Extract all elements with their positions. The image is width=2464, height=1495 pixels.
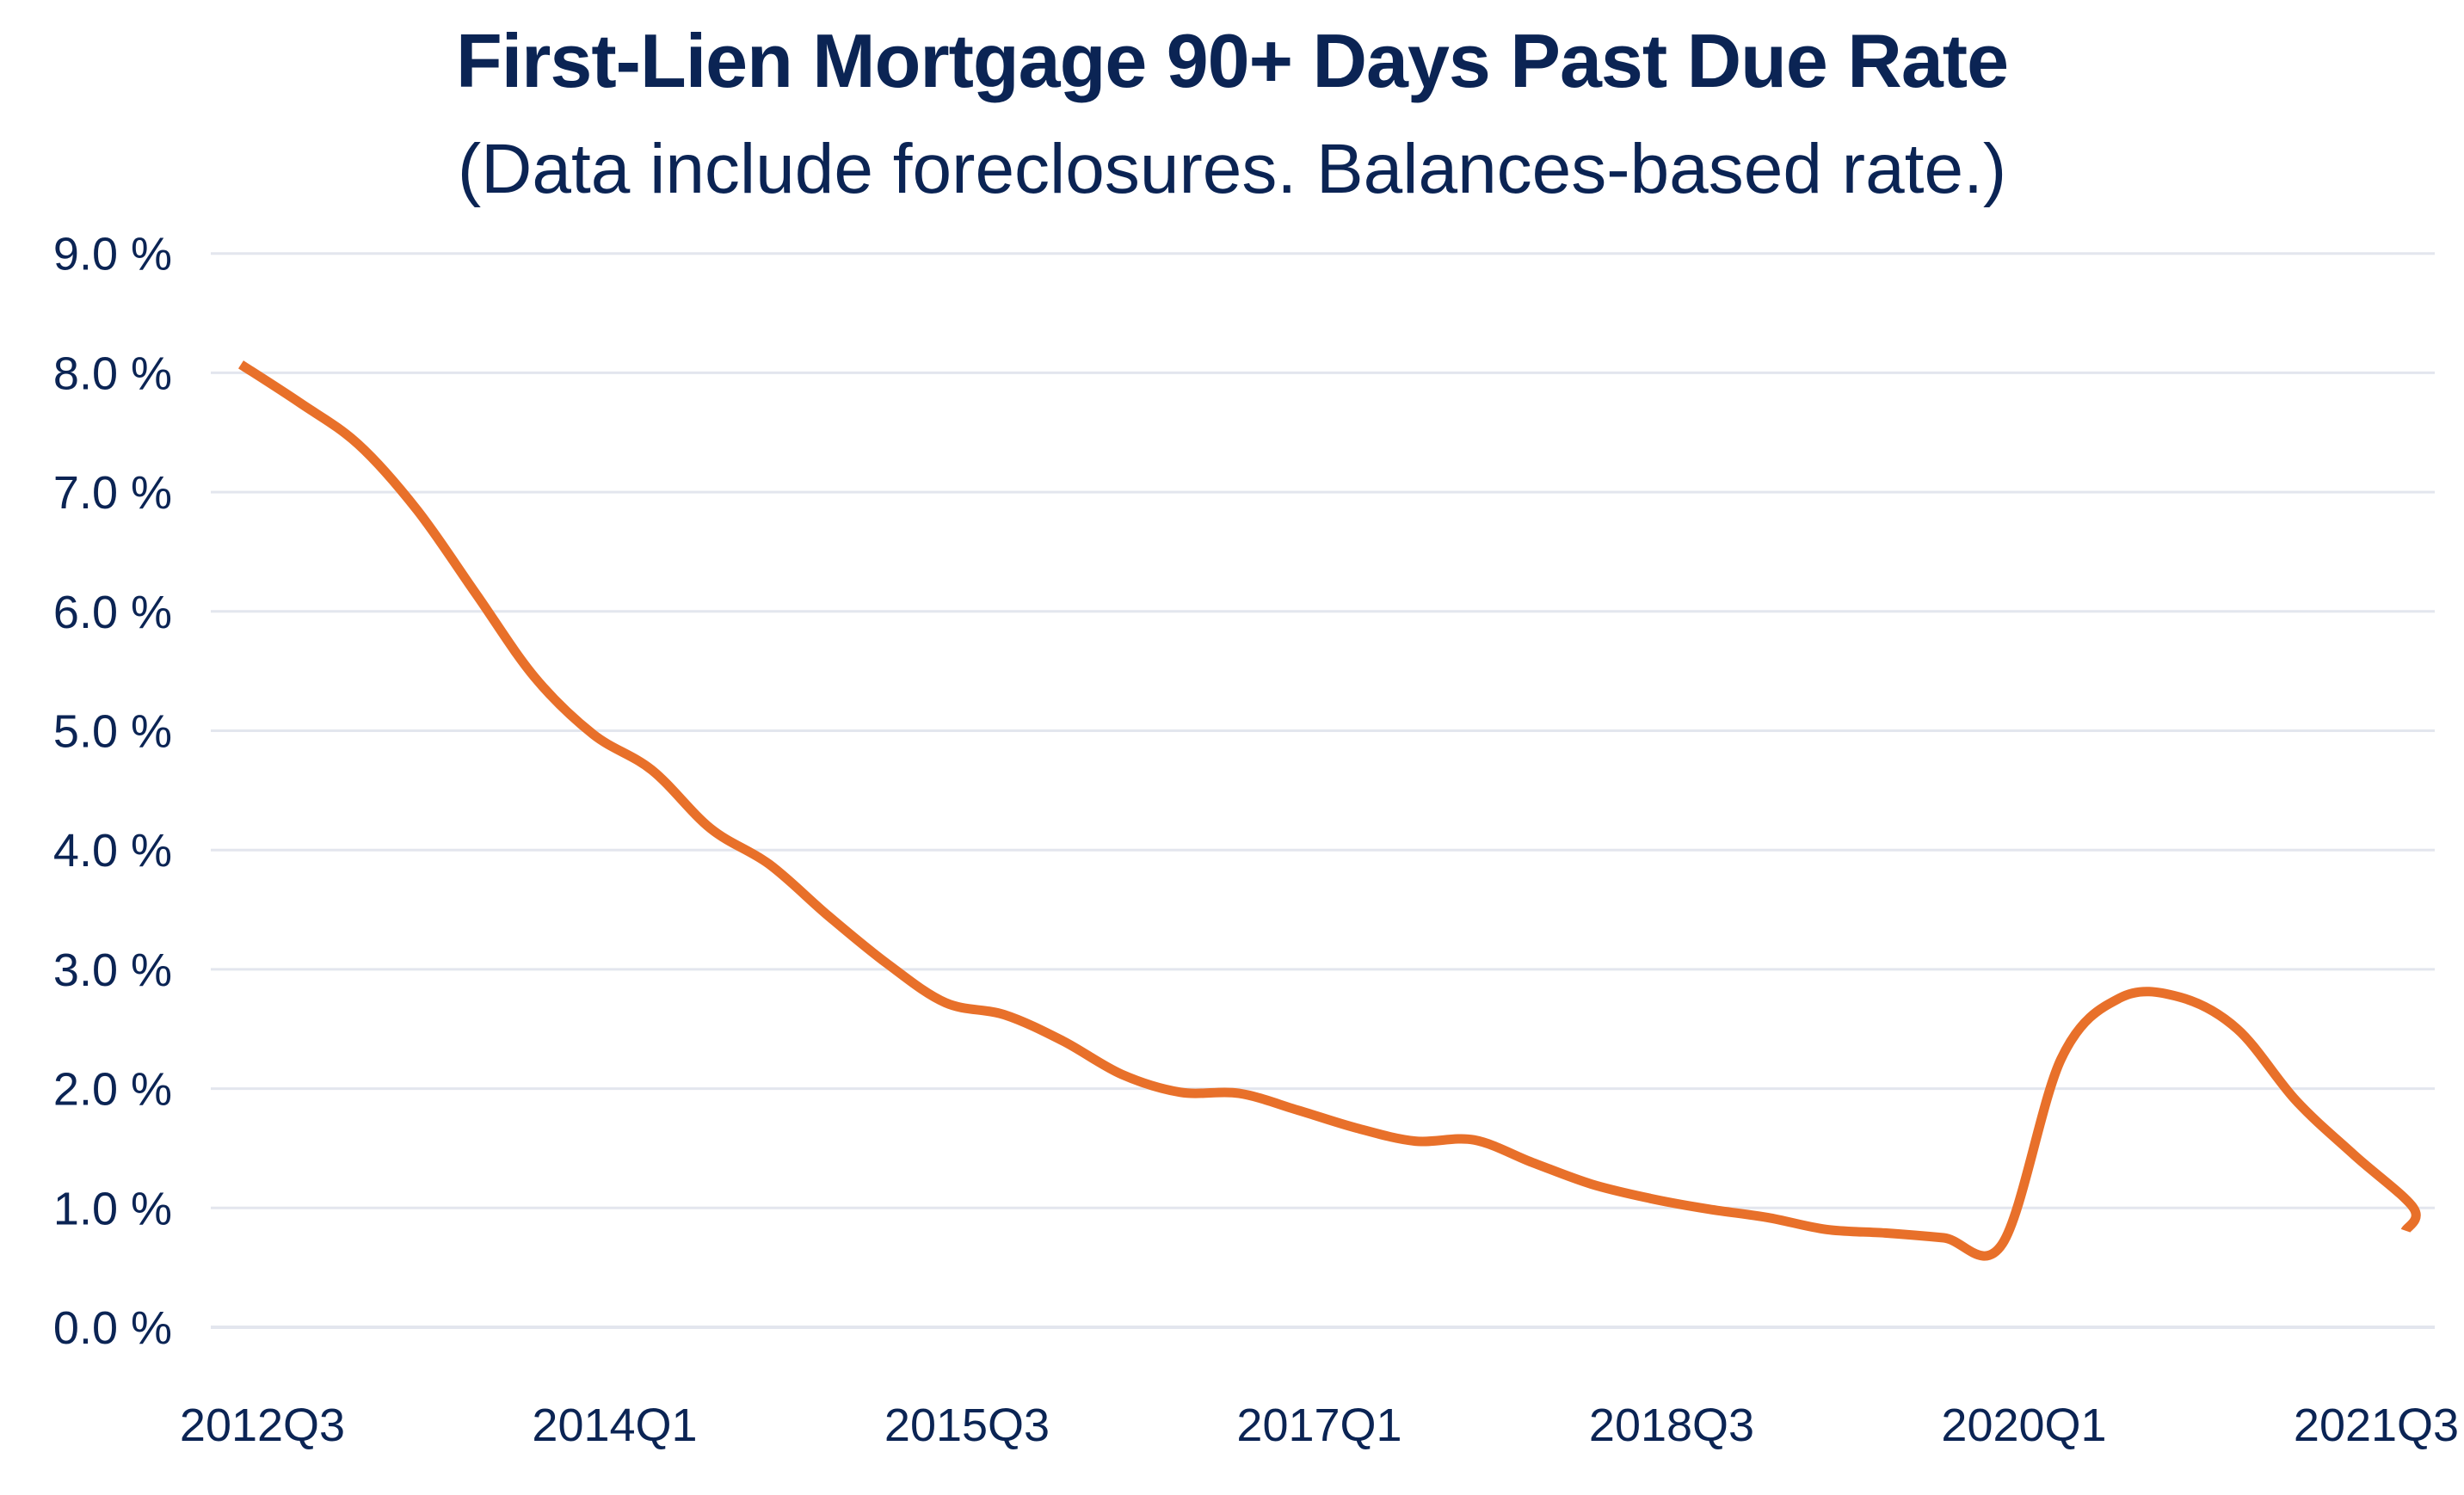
data-point [2408, 1203, 2418, 1213]
data-point [354, 440, 364, 450]
data-point [882, 958, 892, 969]
y-tick-label: 6.0 % [53, 587, 172, 638]
grid-layer [211, 252, 2435, 1329]
x-tick-label: 2017Q1 [1236, 1400, 1401, 1451]
data-point [1586, 1179, 1597, 1190]
data-point [1645, 1193, 1655, 1203]
data-point [1234, 1088, 1244, 1098]
data-point [705, 823, 716, 834]
data-point [529, 672, 539, 682]
x-tick-label: 2018Q3 [1589, 1400, 1754, 1451]
data-point [294, 397, 305, 408]
data-point [1821, 1224, 1832, 1234]
data-point [471, 588, 481, 599]
data-point [1117, 1069, 1127, 1080]
y-tick-label: 2.0 % [53, 1064, 172, 1116]
data-point [1352, 1123, 1362, 1133]
data-point [1469, 1135, 1479, 1145]
data-point [236, 360, 246, 370]
data-point [764, 859, 774, 870]
data-point [1763, 1212, 1773, 1222]
data-point [1293, 1105, 1303, 1116]
chart-subtitle: (Data include foreclosures. Balances-bas… [457, 130, 2007, 208]
y-tick-label: 7.0 % [53, 467, 172, 519]
x-tick-label: 2021Q3 [2294, 1400, 2459, 1451]
x-tick-label: 2020Q1 [1941, 1400, 2106, 1451]
x-tick-label: 2014Q1 [532, 1400, 697, 1451]
data-point [1528, 1158, 1538, 1168]
y-tick-label: 8.0 % [53, 348, 172, 399]
chart-title: First-Lien Mortgage 90+ Days Past Due Ra… [455, 18, 2009, 103]
data-point [2233, 1024, 2243, 1034]
x-axis: 2012Q3 2014Q1 2015Q3 2017Q1 2018Q3 2020Q1 2021… [180, 1400, 2459, 1451]
data-point [999, 1010, 1009, 1020]
x-tick-label: 2012Q3 [180, 1400, 345, 1451]
data-point [1410, 1136, 1420, 1147]
data-point [1175, 1087, 1186, 1098]
data-point [588, 729, 599, 740]
data-point [823, 911, 834, 921]
data-point [647, 765, 657, 775]
data-point [412, 505, 422, 515]
data-point [940, 998, 951, 1008]
y-tick-label: 9.0 % [53, 229, 172, 280]
data-point [2173, 992, 2184, 1002]
data-point [2291, 1096, 2301, 1106]
y-tick-label: 1.0 % [53, 1183, 172, 1234]
data-point [1703, 1204, 1714, 1215]
x-tick-label: 2015Q3 [884, 1400, 1050, 1451]
y-tick-label: 5.0 % [53, 706, 172, 758]
series-line [238, 360, 2421, 1261]
data-point [2056, 1054, 2067, 1064]
data-point [2115, 993, 2125, 1003]
data-point [2400, 1226, 2411, 1236]
series-layer [236, 360, 2421, 1261]
y-tick-label: 4.0 % [53, 825, 172, 877]
y-axis: 0.0 % 1.0 % 2.0 % 3.0 % 4.0 % 5.0 % 6.0 % 7.0 %… [53, 229, 172, 1354]
data-point [1998, 1239, 2008, 1249]
y-tick-label: 3.0 % [53, 944, 172, 996]
data-point [1880, 1227, 1890, 1238]
y-tick-label: 0.0 % [53, 1302, 172, 1354]
data-point [2350, 1150, 2360, 1160]
data-point [1938, 1233, 1949, 1243]
data-point [1058, 1036, 1069, 1046]
